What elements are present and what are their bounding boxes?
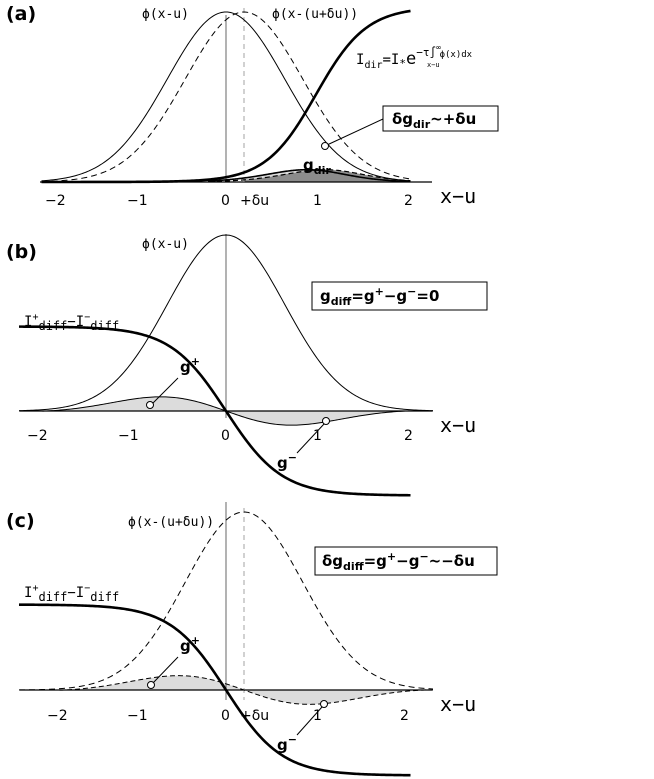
gminus-pointer — [296, 423, 325, 454]
gdir-label: gdir — [303, 156, 331, 177]
panel-c-tick: 2 — [400, 708, 409, 724]
gdir-curve — [207, 168, 411, 183]
phi-shift-curve — [18, 511, 434, 691]
idiff-curve — [18, 603, 411, 777]
panel-a-tick: 2 — [404, 193, 413, 209]
panel-a-tick: +δu — [240, 193, 269, 209]
panel-a-tick: 0 — [221, 193, 230, 209]
pointer-dot — [321, 142, 329, 150]
phi-curve — [41, 11, 411, 182]
phi-shift-label: ϕ(x-(u+δu)) — [272, 7, 358, 22]
gminus-dot — [322, 417, 330, 425]
gplus-dot — [146, 401, 154, 409]
delta-gdir-box-text: δgdir~+δu — [392, 110, 476, 131]
gdir-shift-curve — [216, 169, 411, 182]
delta-gdir-box — [382, 105, 499, 132]
panel-c-tick: 0 — [221, 708, 230, 724]
gminus-region — [226, 410, 411, 426]
gminus-label: g− — [277, 451, 297, 472]
panel-a-tick: 1 — [313, 193, 322, 209]
delta-gdiff-box — [314, 546, 498, 576]
gplus-pointer — [152, 656, 179, 684]
phi-shift-curve — [41, 11, 411, 183]
panel-a: (a) −2 −1 0 +δu 1 2 x−u ϕ(x-u) ϕ(x-(u+δu… — [6, 3, 499, 209]
panel-a-tick: −2 — [45, 193, 66, 209]
phi-label: ϕ(x-u) — [142, 7, 189, 22]
panel-b-tick: 2 — [404, 428, 413, 444]
panel-c: (c) −2 −1 0 +δu 1 2 x−u ϕ(x-(u+δu)) I+di… — [6, 502, 498, 777]
panel-a-axis-label: x−u — [440, 184, 476, 208]
phi-label: ϕ(x-u) — [142, 237, 189, 252]
phi-curve — [18, 234, 434, 412]
gplus-dot — [147, 681, 155, 689]
gplus-pointer — [151, 377, 179, 405]
gminus-region — [244, 690, 411, 705]
idiff-label: I+diff−I−diff — [24, 312, 119, 333]
idiff-label: I+diff−I−diff — [24, 583, 119, 604]
panel-c-label: (c) — [6, 510, 35, 532]
panel-c-tick: −1 — [127, 708, 148, 724]
panel-b-tick: −2 — [27, 428, 48, 444]
panel-a-label: (a) — [6, 3, 36, 25]
gplus-label: g+ — [180, 355, 200, 376]
idir-curve — [41, 9, 411, 184]
panel-b: (b) −2 −1 0 1 2 x−u ϕ(x-u) I+diff−I−diff… — [6, 234, 488, 497]
panel-c-tick: +δu — [240, 708, 269, 724]
panel-c-tick: 1 — [313, 708, 322, 724]
panel-b-tick: −1 — [118, 428, 139, 444]
gdiff-box — [311, 281, 488, 311]
gdiff-box-text: gdiff=g+−g−=0 — [320, 285, 439, 308]
panel-c-tick: −2 — [47, 708, 68, 724]
gdiff-curve — [19, 675, 433, 705]
panel-a-tick: −1 — [127, 193, 148, 209]
panel-b-axis-label: x−u — [440, 413, 476, 437]
delta-gdiff-box-text: δgdiff=g+−g−~−δu — [322, 550, 475, 573]
gplus-region — [19, 396, 226, 412]
panel-b-tick: 1 — [313, 428, 322, 444]
panel-c-axis-label: x−u — [440, 692, 476, 716]
gminus-dot — [320, 700, 328, 708]
idir-formula: Idir=I*e−τ∫∞ x−uϕ(x)dx — [356, 43, 473, 71]
gplus-label: g+ — [180, 634, 200, 655]
panel-b-tick: 0 — [221, 428, 230, 444]
gplus-region — [19, 675, 244, 691]
box-pointer — [326, 118, 384, 146]
panel-b-label: (b) — [6, 241, 37, 263]
phi-shift-label: ϕ(x-(u+δu)) — [128, 515, 214, 530]
idiff-curve — [18, 325, 411, 497]
gminus-label: g− — [277, 733, 297, 754]
gminus-pointer — [296, 706, 323, 736]
